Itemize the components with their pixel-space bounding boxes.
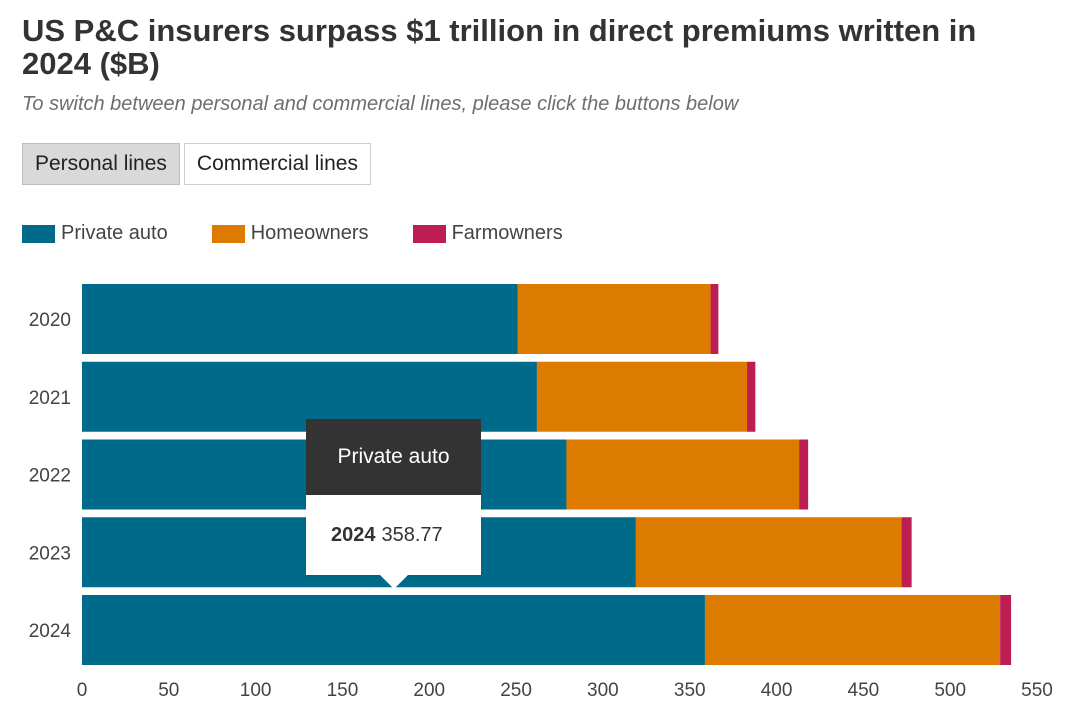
y-tick-label-2023: 2023: [29, 543, 71, 564]
bar-farmowners-2023[interactable]: [901, 517, 912, 588]
bar-homeowners-2020[interactable]: [517, 284, 711, 354]
y-tick-label-2022: 2022: [29, 466, 71, 487]
lines-toggle: Personal lines Commercial lines: [22, 143, 375, 185]
chart-title: US P&C insurers surpass $1 trillion in d…: [22, 13, 977, 81]
legend: Private auto Homeowners Farmowners: [22, 222, 607, 245]
legend-item-homeowners[interactable]: Homeowners: [211, 222, 369, 245]
tooltip-series-name: Private auto: [306, 419, 481, 495]
x-tick-label-0: 0: [77, 680, 88, 701]
x-tick-label-500: 500: [934, 680, 966, 701]
tooltip-body: 2024 358.77: [306, 495, 481, 575]
y-tick-label-2024: 2024: [29, 621, 72, 642]
x-tick-label-400: 400: [761, 680, 793, 701]
x-tick-label-150: 150: [327, 680, 359, 701]
tooltip-year: 2024: [331, 523, 376, 546]
legend-swatch-private-auto: [22, 224, 55, 243]
bar-homeowners-2021[interactable]: [536, 361, 748, 432]
bar-homeowners-2024[interactable]: [704, 595, 1001, 665]
tooltip: Private auto 2024 358.77: [306, 419, 481, 589]
x-tick-label-100: 100: [240, 680, 272, 701]
x-tick-label-450: 450: [848, 680, 880, 701]
x-tick-label-350: 350: [674, 680, 706, 701]
legend-item-private-auto[interactable]: Private auto: [22, 222, 168, 245]
chart-subtitle: To switch between personal and commercia…: [22, 93, 739, 115]
x-tick-label-250: 250: [500, 680, 532, 701]
y-tick-label-2021: 2021: [29, 388, 71, 409]
commercial-lines-button[interactable]: Commercial lines: [183, 143, 371, 185]
x-tick-label-50: 50: [158, 680, 179, 701]
legend-swatch-homeowners: [211, 224, 245, 243]
bar-farmowners-2021[interactable]: [747, 361, 756, 432]
bar-farmowners-2020[interactable]: [710, 284, 719, 354]
x-tick-label-550: 550: [1021, 680, 1053, 701]
bar-homeowners-2023[interactable]: [635, 517, 902, 588]
tooltip-arrow: [379, 574, 409, 589]
legend-label-private-auto: Private auto: [61, 222, 168, 244]
x-tick-label-200: 200: [413, 680, 445, 701]
legend-swatch-farmowners: [412, 224, 446, 243]
bar-private-auto-2024[interactable]: [82, 595, 705, 665]
tooltip-value: 358.77: [381, 523, 443, 546]
legend-item-farmowners[interactable]: Farmowners: [412, 222, 563, 245]
bar-homeowners-2022[interactable]: [566, 439, 800, 510]
bar-farmowners-2022[interactable]: [799, 439, 809, 510]
bar-private-auto-2020[interactable]: [82, 284, 518, 354]
personal-lines-button[interactable]: Personal lines: [22, 143, 180, 185]
legend-label-farmowners: Farmowners: [451, 222, 563, 244]
legend-label-homeowners: Homeowners: [250, 222, 369, 244]
bar-farmowners-2024[interactable]: [1000, 595, 1012, 665]
y-tick-label-2020: 2020: [29, 310, 71, 331]
x-tick-label-300: 300: [587, 680, 619, 701]
